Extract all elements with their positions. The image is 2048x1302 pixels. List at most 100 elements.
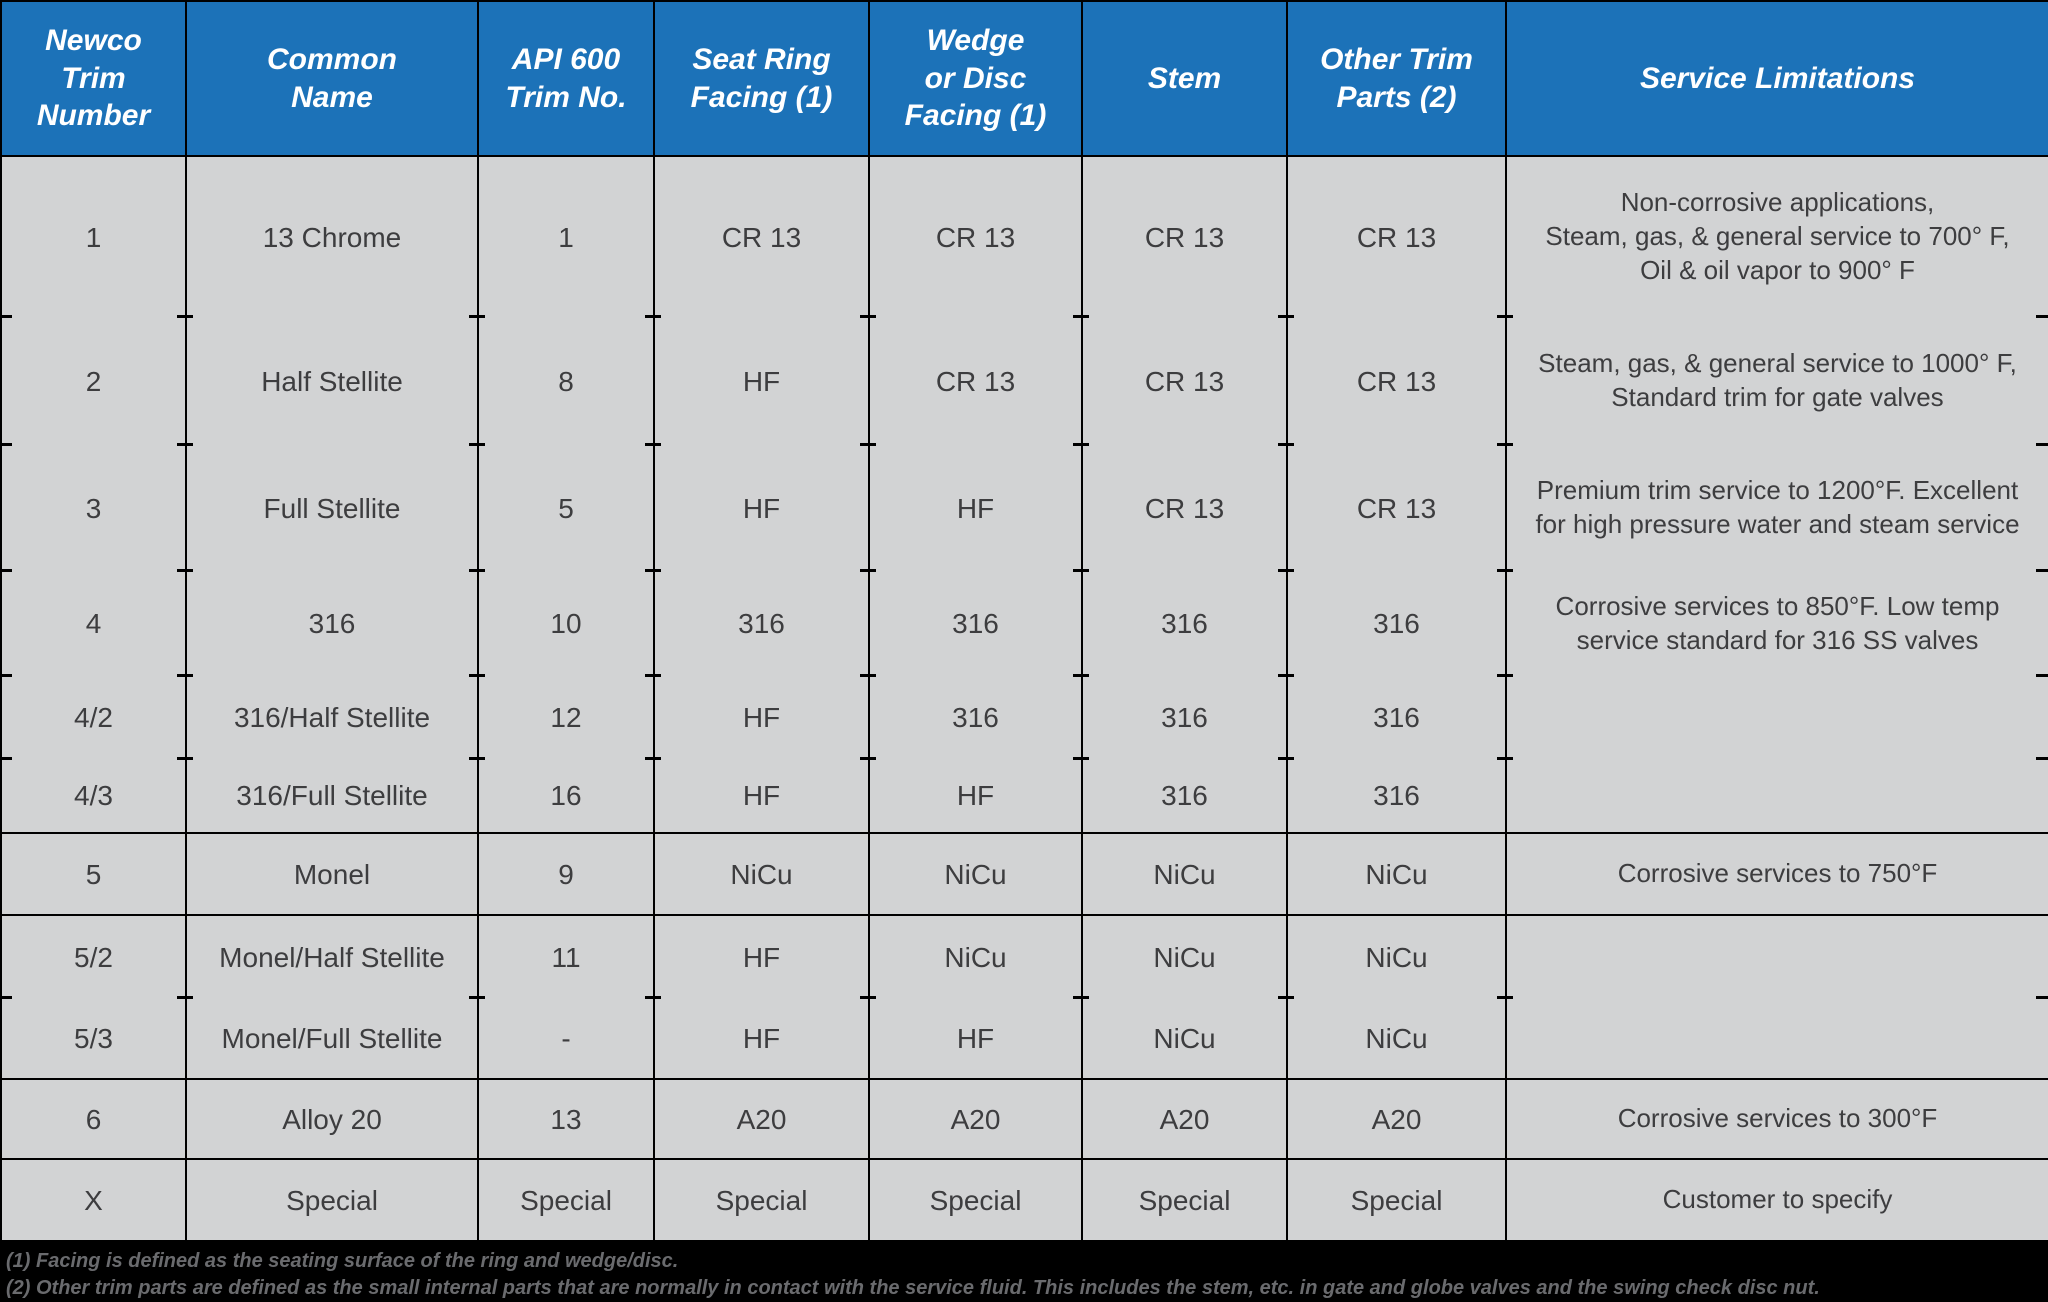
grid-tick-mark	[860, 996, 876, 999]
cell-5-3-wedge: HF	[868, 998, 1081, 1078]
cell-4-2-wedge: 316	[868, 676, 1081, 759]
column-header-trim: Newco Trim Number	[0, 2, 185, 155]
cell-X-service: Customer to specify	[1505, 1160, 2048, 1240]
column-header-api: API 600 Trim No.	[477, 2, 653, 155]
grid-tick-mark	[1497, 674, 1513, 677]
grid-tick-mark	[2036, 443, 2048, 446]
cell-5-2-wedge: NiCu	[868, 916, 1081, 998]
cell-4-3-seat: HF	[653, 759, 868, 832]
footnote-2: (2) Other trim parts are defined as the …	[6, 1276, 1820, 1299]
cell-3-common: Full Stellite	[185, 445, 477, 571]
grid-tick-mark	[645, 315, 661, 318]
cell-4-2-stem: 316	[1081, 676, 1286, 759]
cell-5-trim: 5	[0, 834, 185, 914]
cell-3-other: CR 13	[1286, 445, 1505, 571]
cell-3-stem: CR 13	[1081, 445, 1286, 571]
grid-tick-mark	[469, 674, 485, 677]
grid-tick-mark	[177, 569, 193, 572]
cell-6-api: 13	[477, 1080, 653, 1158]
cell-3-trim: 3	[0, 445, 185, 571]
cell-3-seat: HF	[653, 445, 868, 571]
grid-tick-mark	[2036, 315, 2048, 318]
cell-5-2-seat: HF	[653, 916, 868, 998]
cell-5-2-api: 11	[477, 916, 653, 998]
grid-tick-mark	[645, 569, 661, 572]
grid-tick-mark	[469, 757, 485, 760]
cell-X-api: Special	[477, 1160, 653, 1240]
grid-tick-mark	[645, 443, 661, 446]
cell-4-3-other: 316	[1286, 759, 1505, 832]
grid-tick-mark	[860, 443, 876, 446]
cell-5-2-trim: 5/2	[0, 916, 185, 998]
cell-2-api: 8	[477, 317, 653, 445]
grid-tick-mark	[1497, 443, 1513, 446]
column-header-common: Common Name	[185, 2, 477, 155]
cell-4-3-api: 16	[477, 759, 653, 832]
grid-tick-mark	[0, 757, 12, 760]
cell-3-wedge: HF	[868, 445, 1081, 571]
column-header-service: Service Limitations	[1505, 2, 2048, 155]
grid-tick-mark	[469, 443, 485, 446]
table-row-4: 4 316 10 316 316 316 316 Corrosive services to …	[0, 571, 2048, 676]
grid-tick-mark	[1497, 996, 1513, 999]
cell-2-stem: CR 13	[1081, 317, 1286, 445]
grid-tick-mark	[177, 315, 193, 318]
grid-tick-mark	[2036, 757, 2048, 760]
table-row-5-3: 5/3 Monel/Full Stellite - HF HF NiCu NiCu	[0, 998, 2048, 1080]
cell-1-seat: CR 13	[653, 157, 868, 317]
cell-6-trim: 6	[0, 1080, 185, 1158]
table-row-3: 3 Full Stellite 5 HF HF CR 13 CR 13 Premium tri…	[0, 445, 2048, 571]
cell-5-2-stem: NiCu	[1081, 916, 1286, 998]
cell-4-3-wedge: HF	[868, 759, 1081, 832]
cell-X-common: Special	[185, 1160, 477, 1240]
cell-5-3-api: -	[477, 998, 653, 1078]
grid-tick-mark	[469, 315, 485, 318]
cell-2-wedge: CR 13	[868, 317, 1081, 445]
grid-tick-mark	[469, 569, 485, 572]
cell-5-2-other: NiCu	[1286, 916, 1505, 998]
column-header-stem: Stem	[1081, 2, 1286, 155]
grid-tick-mark	[1278, 674, 1294, 677]
cell-4-3-stem: 316	[1081, 759, 1286, 832]
grid-tick-mark	[1497, 757, 1513, 760]
cell-1-wedge: CR 13	[868, 157, 1081, 317]
grid-tick-mark	[0, 674, 12, 677]
cell-1-stem: CR 13	[1081, 157, 1286, 317]
column-header-wedge: Wedge or Disc Facing (1)	[868, 2, 1081, 155]
grid-tick-mark	[0, 443, 12, 446]
grid-tick-mark	[1073, 569, 1089, 572]
cell-4-2-seat: HF	[653, 676, 868, 759]
grid-tick-mark	[1073, 443, 1089, 446]
cell-X-other: Special	[1286, 1160, 1505, 1240]
footnote-1: (1) Facing is defined as the seating sur…	[6, 1249, 679, 1272]
cell-4-wedge: 316	[868, 571, 1081, 676]
cell-1-service: Non-corrosive applications, Steam, gas, …	[1505, 157, 2048, 317]
cell-4-3-common: 316/Full Stellite	[185, 759, 477, 832]
grid-tick-mark	[1497, 569, 1513, 572]
grid-tick-mark	[860, 757, 876, 760]
grid-tick-mark	[0, 996, 12, 999]
cell-3-service: Premium trim service to 1200°F. Excellen…	[1505, 445, 2048, 571]
cell-5-3-other: NiCu	[1286, 998, 1505, 1078]
cell-1-api: 1	[477, 157, 653, 317]
grid-tick-mark	[177, 674, 193, 677]
cell-6-other: A20	[1286, 1080, 1505, 1158]
cell-5-3-stem: NiCu	[1081, 998, 1286, 1078]
cell-5-2-common: Monel/Half Stellite	[185, 916, 477, 998]
cell-6-stem: A20	[1081, 1080, 1286, 1158]
cell-4-2-other: 316	[1286, 676, 1505, 759]
grid-tick-mark	[469, 996, 485, 999]
grid-tick-mark	[177, 996, 193, 999]
cell-1-trim: 1	[0, 157, 185, 317]
cell-5-service: Corrosive services to 750°F	[1505, 834, 2048, 914]
grid-tick-mark	[1278, 315, 1294, 318]
grid-tick-mark	[1497, 315, 1513, 318]
table-row-1: 1 13 Chrome 1 CR 13 CR 13 CR 13 CR 13 Non-corro…	[0, 157, 2048, 317]
cell-2-service: Steam, gas, & general service to 1000° F…	[1505, 317, 2048, 445]
cell-2-trim: 2	[0, 317, 185, 445]
table-row-5: 5 Monel 9 NiCu NiCu NiCu NiCu Corrosive service…	[0, 834, 2048, 916]
cell-X-seat: Special	[653, 1160, 868, 1240]
cell-5-stem: NiCu	[1081, 834, 1286, 914]
grid-tick-mark	[645, 996, 661, 999]
